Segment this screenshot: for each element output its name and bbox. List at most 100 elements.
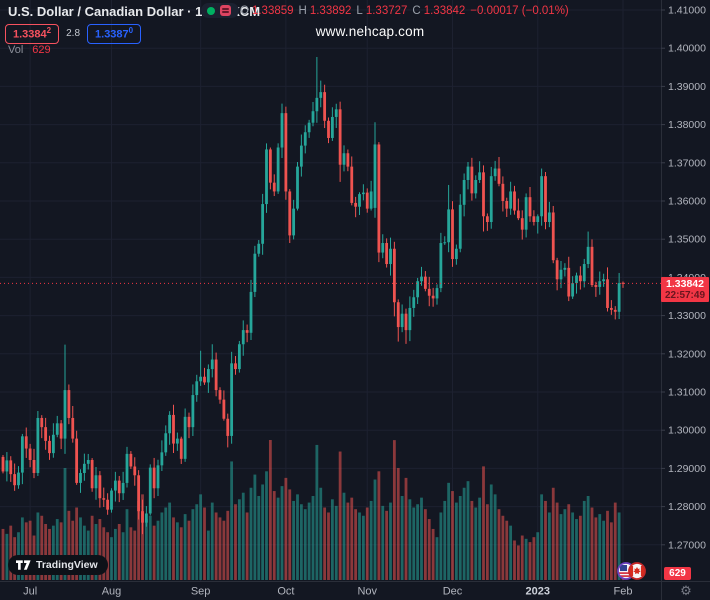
candle[interactable]: [55, 423, 59, 435]
candle[interactable]: [249, 291, 253, 333]
candle[interactable]: [427, 288, 431, 296]
candle[interactable]: [361, 192, 365, 195]
candle[interactable]: [435, 288, 439, 299]
candle[interactable]: [578, 275, 582, 282]
candle[interactable]: [590, 246, 594, 286]
candle[interactable]: [396, 302, 400, 328]
candle[interactable]: [137, 475, 141, 512]
symbol-title[interactable]: U.S. Dollar / Canadian Dollar · 1D · FXC…: [8, 4, 261, 19]
sell-button[interactable]: 1.33842: [5, 24, 60, 44]
candle[interactable]: [474, 179, 478, 194]
candle[interactable]: [102, 498, 106, 500]
candle[interactable]: [365, 192, 369, 209]
candle[interactable]: [98, 475, 102, 499]
candle[interactable]: [536, 216, 540, 223]
candle[interactable]: [199, 376, 203, 382]
candle[interactable]: [617, 283, 621, 312]
candle[interactable]: [567, 267, 571, 297]
candle[interactable]: [13, 474, 17, 486]
candle[interactable]: [389, 248, 392, 265]
candle[interactable]: [602, 279, 606, 282]
candle[interactable]: [466, 166, 470, 180]
candle[interactable]: [381, 243, 385, 253]
candle[interactable]: [524, 197, 528, 230]
candle[interactable]: [5, 460, 9, 472]
candle[interactable]: [195, 381, 199, 396]
candle[interactable]: [582, 264, 586, 282]
candle[interactable]: [17, 472, 20, 486]
candle[interactable]: [606, 279, 609, 308]
candle[interactable]: [346, 153, 350, 167]
candle[interactable]: [505, 201, 509, 209]
candle[interactable]: [20, 436, 24, 473]
candle[interactable]: [319, 92, 323, 98]
candle[interactable]: [175, 438, 179, 444]
candle[interactable]: [90, 459, 94, 489]
candle[interactable]: [152, 467, 156, 489]
candle[interactable]: [253, 253, 257, 292]
candle[interactable]: [133, 466, 137, 476]
candle[interactable]: [451, 209, 454, 260]
candle[interactable]: [493, 168, 497, 177]
candle[interactable]: [44, 427, 48, 441]
candle[interactable]: [203, 376, 206, 383]
candle[interactable]: [276, 147, 280, 192]
candle[interactable]: [431, 295, 435, 299]
candle[interactable]: [408, 307, 412, 331]
tradingview-logo[interactable]: TradingView: [8, 555, 108, 575]
candle[interactable]: [458, 204, 462, 249]
candle[interactable]: [392, 248, 396, 303]
candle[interactable]: [257, 243, 261, 254]
candle[interactable]: [563, 267, 567, 270]
candle[interactable]: [237, 344, 241, 370]
candle[interactable]: [106, 499, 110, 510]
candle[interactable]: [24, 436, 28, 449]
candle[interactable]: [540, 176, 544, 217]
candle[interactable]: [609, 307, 613, 310]
candle[interactable]: [168, 414, 172, 434]
candle[interactable]: [516, 210, 520, 219]
market-status-pill[interactable]: [201, 3, 239, 18]
candle[interactable]: [482, 172, 485, 217]
candle[interactable]: [299, 145, 303, 167]
candle[interactable]: [420, 276, 423, 282]
candle[interactable]: [94, 475, 98, 489]
candle[interactable]: [292, 208, 296, 236]
candle[interactable]: [117, 480, 121, 494]
candle[interactable]: [226, 418, 230, 436]
candle[interactable]: [404, 313, 408, 331]
candle[interactable]: [369, 191, 373, 209]
candle[interactable]: [51, 434, 55, 454]
candle[interactable]: [454, 248, 458, 260]
candle[interactable]: [265, 149, 268, 205]
candle[interactable]: [489, 176, 493, 223]
candle[interactable]: [187, 416, 191, 428]
candle[interactable]: [462, 179, 466, 205]
candle[interactable]: [48, 440, 51, 454]
candle[interactable]: [288, 191, 292, 236]
buy-button[interactable]: 1.33870: [87, 24, 142, 44]
candle[interactable]: [218, 390, 222, 400]
candle[interactable]: [373, 144, 377, 208]
candle[interactable]: [497, 168, 501, 184]
candle[interactable]: [586, 246, 590, 265]
candle[interactable]: [598, 281, 602, 287]
candle[interactable]: [342, 153, 346, 165]
candle[interactable]: [75, 438, 79, 483]
candle[interactable]: [280, 113, 284, 148]
candle[interactable]: [179, 438, 183, 459]
candle[interactable]: [354, 202, 358, 207]
candle[interactable]: [206, 369, 210, 383]
candle[interactable]: [447, 209, 451, 243]
candle[interactable]: [172, 414, 175, 444]
candle[interactable]: [230, 363, 234, 436]
candle[interactable]: [191, 395, 195, 428]
candle[interactable]: [156, 465, 160, 489]
candle[interactable]: [532, 216, 536, 223]
candle[interactable]: [520, 218, 524, 230]
candle[interactable]: [315, 97, 319, 112]
candle[interactable]: [164, 433, 168, 453]
candle[interactable]: [9, 460, 13, 475]
candle[interactable]: [509, 191, 513, 209]
